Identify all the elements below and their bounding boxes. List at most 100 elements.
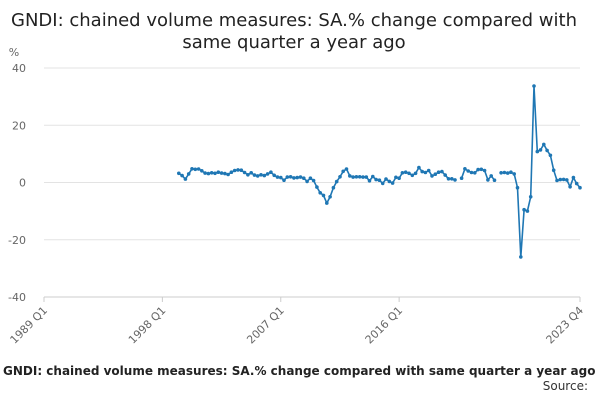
data-point [519,255,523,259]
data-point [213,171,217,176]
data-point [288,175,293,179]
grid [44,67,580,298]
data-point [216,170,221,174]
data-point [407,171,411,176]
data-point [505,171,510,175]
data-point [561,177,566,182]
data-point [259,173,263,177]
data-point [361,175,365,179]
data-point [334,179,339,184]
data-point [380,181,385,186]
data-point [364,175,369,179]
data-point [239,168,244,172]
data-point [348,174,352,178]
data-point [479,167,484,172]
x-tick-label: 2007 Q1 [244,304,287,347]
series [177,84,582,259]
data-point [236,168,240,172]
data-point [252,173,257,177]
data-point [302,176,306,180]
data-point [574,181,579,186]
data-point [341,169,346,174]
data-point [440,169,444,174]
data-point [535,149,540,154]
data-point [255,174,260,178]
data-point [426,168,431,173]
data-point [190,167,194,171]
data-point [232,168,237,173]
data-point [282,178,286,182]
data-point [249,171,253,175]
y-axis-label: % [9,46,19,59]
data-point [367,179,372,183]
data-point [177,171,181,176]
data-point [578,185,582,190]
series-line [501,85,581,257]
data-point [180,173,184,178]
data-point [397,176,401,180]
data-point [325,201,329,205]
data-point [279,175,283,180]
data-point [525,209,530,213]
data-point [390,181,395,185]
data-point [209,171,214,175]
data-point [555,178,559,183]
data-point [450,177,454,181]
y-axis: 40 20 0 -20 -40 [8,62,26,304]
data-point [318,191,323,195]
data-point [321,193,326,198]
data-point [338,175,342,179]
data-point [285,175,290,179]
data-point [203,171,207,175]
data-point [275,175,280,179]
data-point [486,178,490,182]
data-point [265,172,270,176]
chart-title-line-1: GNDI: chained volume measures: SA.% chan… [11,10,577,31]
data-point [269,170,273,174]
data-point [357,175,362,179]
data-point [193,167,198,172]
data-point [430,174,434,178]
data-point [466,169,471,173]
data-point [344,167,349,171]
x-tick-label: 2016 Q1 [363,304,406,347]
data-point [272,173,277,178]
data-point [410,173,415,178]
data-point [417,165,421,170]
data-point [206,171,211,176]
data-point [262,173,267,178]
data-point [558,177,563,182]
data-point [196,167,201,171]
data-point [476,167,480,172]
data-point [331,185,336,190]
x-tick-label: 2023 Q4 [544,304,587,347]
data-point [200,169,204,173]
data-point [446,177,451,181]
data-point [548,153,553,158]
data-point [298,175,303,179]
data-point [354,175,359,179]
data-point [571,175,576,180]
data-point [328,195,332,199]
data-point [551,168,556,172]
y-tick-label: -20 [8,234,26,247]
data-point [469,170,474,175]
x-tick-label: 1989 Q1 [8,304,51,347]
data-point [223,171,227,176]
data-point [183,177,188,181]
data-point [512,172,516,176]
data-point [433,172,438,176]
footer-source: Source: [542,379,588,393]
data-point [292,176,296,180]
data-point [492,178,497,182]
data-point [186,172,191,176]
data-point [226,172,230,177]
data-point [387,179,392,184]
data-point [371,174,375,179]
data-point [420,169,425,174]
data-point [377,178,382,182]
data-point [246,173,250,177]
data-point [453,178,457,182]
data-point [489,174,494,178]
